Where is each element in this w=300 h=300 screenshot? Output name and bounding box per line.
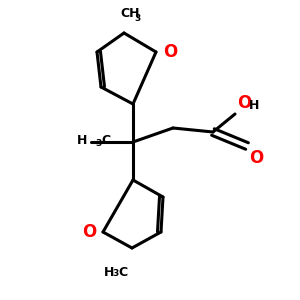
Text: C: C xyxy=(101,134,110,146)
Text: 3: 3 xyxy=(134,14,140,23)
Text: H: H xyxy=(76,134,87,146)
Text: H: H xyxy=(104,266,114,279)
Text: 3: 3 xyxy=(112,269,118,278)
Text: C: C xyxy=(118,266,127,279)
Text: H: H xyxy=(249,99,260,112)
Text: O: O xyxy=(82,223,96,241)
Text: O: O xyxy=(237,94,251,112)
Text: CH: CH xyxy=(120,7,140,20)
Text: 3: 3 xyxy=(95,139,101,148)
Text: O: O xyxy=(249,149,263,167)
Text: O: O xyxy=(163,43,177,61)
